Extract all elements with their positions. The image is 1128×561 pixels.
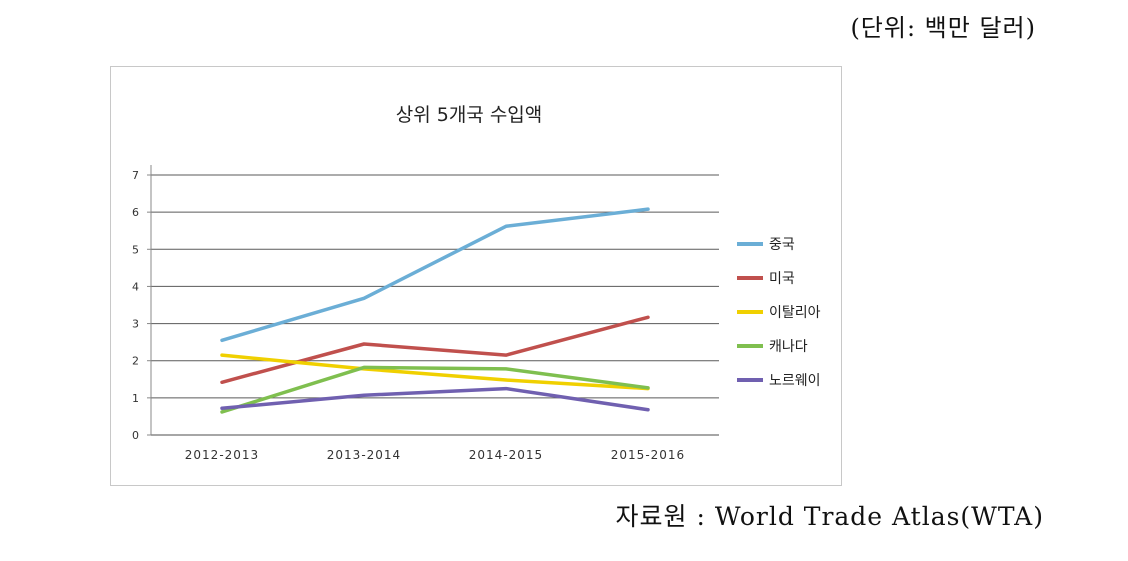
series-line-1 bbox=[220, 315, 650, 385]
x-tick-label: 2013-2014 bbox=[327, 448, 401, 462]
x-tick-label: 2015-2016 bbox=[611, 448, 685, 462]
y-tick-label: 6 bbox=[132, 206, 139, 219]
legend-swatch bbox=[737, 276, 763, 280]
unit-note: (단위: 백만 달러) bbox=[850, 14, 1036, 42]
legend-item: 노르웨이 bbox=[737, 363, 847, 397]
y-tick-label: 2 bbox=[132, 355, 139, 368]
chart-title: 상위 5개국 수입액 bbox=[396, 104, 543, 126]
legend-swatch bbox=[737, 344, 763, 348]
legend-label: 중국 bbox=[769, 237, 795, 253]
y-tick-label: 5 bbox=[132, 243, 139, 256]
series-line-2 bbox=[220, 353, 650, 391]
y-tick-label: 1 bbox=[132, 392, 139, 405]
legend-swatch bbox=[737, 378, 763, 382]
y-tick-label: 4 bbox=[132, 280, 139, 293]
series-line-0 bbox=[220, 207, 650, 343]
y-tick-label: 0 bbox=[132, 429, 139, 442]
legend-item: 캐나다 bbox=[737, 329, 847, 363]
series-line-3 bbox=[220, 365, 650, 414]
x-tick-label: 2014-2015 bbox=[469, 448, 543, 462]
y-tick-label: 3 bbox=[132, 318, 139, 331]
legend-swatch bbox=[737, 242, 763, 246]
y-tick-label: 7 bbox=[132, 169, 139, 182]
chart-frame: 상위 5개국 수입액 0 1 2 3 4 5 6 7 2012-2013 2013-2014 201… bbox=[110, 66, 842, 486]
legend-item: 미국 bbox=[737, 261, 847, 295]
legend-label: 미국 bbox=[769, 271, 795, 287]
legend-label: 노르웨이 bbox=[769, 373, 821, 389]
legend-item: 중국 bbox=[737, 227, 847, 261]
legend-label: 이탈리아 bbox=[769, 305, 821, 321]
source-note: 자료원 : World Trade Atlas(WTA) bbox=[615, 502, 1044, 531]
line-chart: 상위 5개국 수입액 0 1 2 3 4 5 6 7 2012-2013 2013-2014 201… bbox=[132, 104, 719, 462]
legend-label: 캐나다 bbox=[769, 339, 808, 355]
legend-swatch bbox=[737, 310, 763, 314]
series-line-4 bbox=[220, 386, 650, 412]
legend-item: 이탈리아 bbox=[737, 295, 847, 329]
x-tick-label: 2012-2013 bbox=[185, 448, 259, 462]
